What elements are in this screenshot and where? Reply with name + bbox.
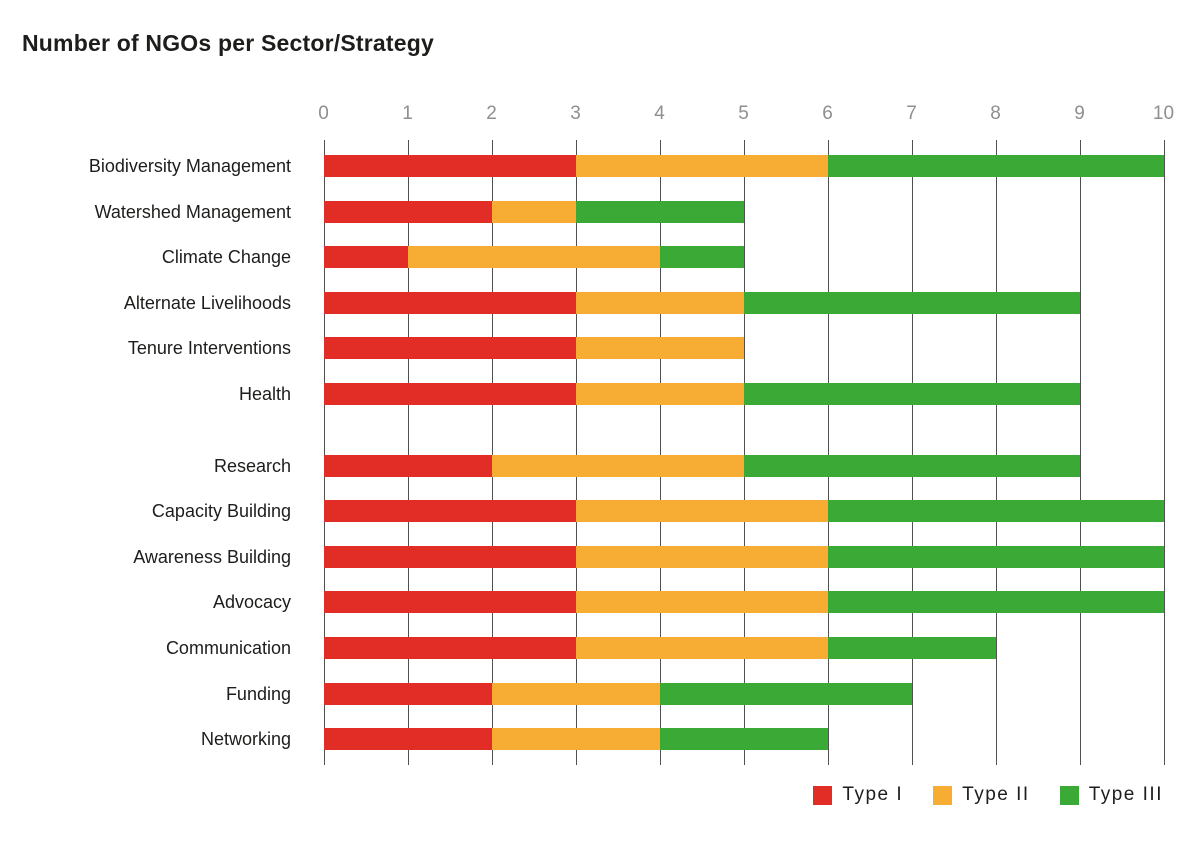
legend: Type I Type II Type III bbox=[813, 784, 1163, 806]
bar-segment-type1 bbox=[323, 454, 492, 477]
bar-segment-type3 bbox=[659, 728, 828, 751]
legend-label: Type II bbox=[962, 784, 1030, 805]
bar-segment-type1 bbox=[323, 500, 576, 523]
bar-segment-type1 bbox=[323, 383, 576, 405]
gridline bbox=[1163, 140, 1165, 765]
gridline bbox=[1079, 140, 1081, 765]
bar-segment-type2 bbox=[575, 500, 828, 523]
legend-item-type3: Type III bbox=[1059, 784, 1163, 806]
bar-segment-type3 bbox=[827, 637, 996, 659]
bar-segment-type1 bbox=[323, 545, 576, 568]
x-axis-tick-label: 6 bbox=[822, 103, 833, 124]
bar-segment-type3 bbox=[827, 591, 1164, 614]
gridline bbox=[659, 140, 661, 765]
category-label: Watershed Management bbox=[94, 201, 291, 222]
x-axis-tick-label: 10 bbox=[1152, 103, 1175, 124]
bar-segment-type1 bbox=[323, 291, 576, 314]
legend-item-type2: Type II bbox=[933, 784, 1030, 806]
bar-segment-type2 bbox=[491, 728, 660, 751]
legend-label: Type III bbox=[1088, 784, 1163, 805]
bar-segment-type2 bbox=[575, 337, 744, 360]
bar-segment-type1 bbox=[323, 591, 576, 614]
bar-segment-type1 bbox=[323, 155, 576, 177]
bar-row bbox=[323, 454, 1080, 477]
bar-segment-type3 bbox=[827, 500, 1164, 523]
category-label: Biodiversity Management bbox=[88, 156, 291, 176]
category-label: Funding bbox=[225, 683, 291, 704]
bar-segment-type3 bbox=[743, 454, 1080, 477]
gridline bbox=[575, 140, 577, 765]
bar-segment-type3 bbox=[827, 155, 1164, 177]
bar-segment-type2 bbox=[575, 591, 828, 614]
gridline bbox=[827, 140, 829, 765]
bar-segment-type2 bbox=[575, 637, 828, 659]
bar-row bbox=[323, 500, 1164, 523]
gridline bbox=[323, 140, 325, 765]
bar-row bbox=[323, 682, 912, 705]
category-label: Alternate Livelihoods bbox=[123, 292, 291, 313]
bar-segment-type3 bbox=[659, 246, 744, 269]
category-label: Climate Change bbox=[161, 247, 291, 268]
legend-swatch-type1 bbox=[813, 785, 833, 805]
bar-segment-type3 bbox=[743, 291, 1080, 314]
bar-row bbox=[323, 637, 996, 659]
x-axis-tick-label: 4 bbox=[654, 103, 665, 124]
bar-segment-type2 bbox=[491, 682, 660, 705]
category-label: Tenure Interventions bbox=[127, 338, 291, 359]
bar-segment-type1 bbox=[323, 200, 492, 223]
bar-segment-type2 bbox=[575, 545, 828, 568]
bar-row bbox=[323, 246, 744, 269]
bar-segment-type2 bbox=[491, 454, 744, 477]
bar-row bbox=[323, 383, 1080, 405]
category-label: Health bbox=[238, 384, 291, 404]
legend-label: Type I bbox=[842, 784, 904, 805]
bar-row bbox=[323, 155, 1164, 177]
bar-row bbox=[323, 728, 828, 751]
bar-segment-type3 bbox=[575, 200, 744, 223]
bar-segment-type1 bbox=[323, 637, 576, 659]
gridline bbox=[407, 140, 409, 765]
bar-segment-type3 bbox=[827, 545, 1164, 568]
category-label: Awareness Building bbox=[133, 546, 291, 567]
legend-item-type1: Type I bbox=[813, 784, 903, 806]
legend-swatch-type3 bbox=[1059, 785, 1079, 805]
bar-segment-type1 bbox=[323, 728, 492, 751]
bar-segment-type2 bbox=[407, 246, 660, 269]
gridline bbox=[491, 140, 493, 765]
chart-title: Number of NGOs per Sector/Strategy bbox=[22, 30, 434, 56]
x-axis-tick-label: 7 bbox=[906, 103, 917, 124]
legend-swatch-type2 bbox=[933, 785, 953, 805]
bar-segment-type1 bbox=[323, 682, 492, 705]
category-label: Capacity Building bbox=[151, 501, 291, 522]
bar-segment-type3 bbox=[743, 383, 1080, 405]
category-label: Research bbox=[213, 455, 291, 476]
bar-segment-type2 bbox=[575, 291, 744, 314]
bar-row bbox=[323, 291, 1080, 314]
category-label: Advocacy bbox=[212, 592, 291, 613]
x-axis-tick-label: 0 bbox=[318, 103, 329, 124]
bar-row bbox=[323, 545, 1164, 568]
gridline bbox=[743, 140, 745, 765]
gridline bbox=[995, 140, 997, 765]
gridline bbox=[911, 140, 913, 765]
category-label: Communication bbox=[165, 638, 291, 658]
x-axis-tick-label: 2 bbox=[486, 103, 497, 124]
bar-segment-type2 bbox=[575, 383, 744, 405]
bar-row bbox=[323, 591, 1164, 614]
bar-segment-type3 bbox=[659, 682, 912, 705]
category-label: Networking bbox=[200, 729, 291, 750]
bar-row bbox=[323, 200, 744, 223]
x-axis-tick-label: 1 bbox=[402, 103, 413, 124]
x-axis-tick-label: 5 bbox=[738, 103, 749, 124]
bar-segment-type1 bbox=[323, 246, 408, 269]
x-axis-tick-label: 8 bbox=[990, 103, 1001, 124]
bar-segment-type2 bbox=[575, 155, 828, 177]
x-axis-tick-label: 9 bbox=[1074, 103, 1085, 124]
bar-row bbox=[323, 337, 744, 360]
bar-segment-type2 bbox=[491, 200, 576, 223]
x-axis-tick-label: 3 bbox=[570, 103, 581, 124]
bar-segment-type1 bbox=[323, 337, 576, 360]
